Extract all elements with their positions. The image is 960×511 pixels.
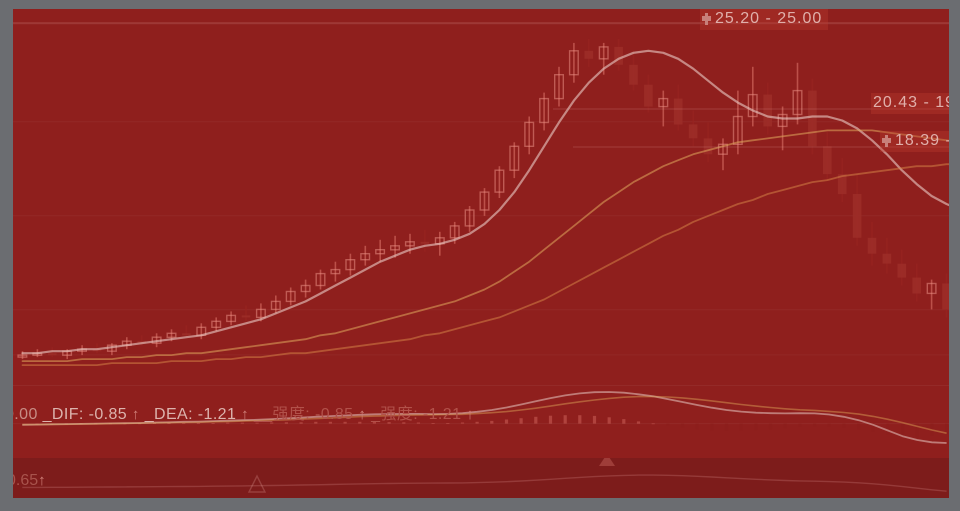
volume-value: 0.65: [13, 472, 39, 489]
macd-svg: [13, 391, 949, 444]
macd-readout: 0.00 _DIF: -0.85 ↑ _DEA: -1.21 ↑ __强度: -…: [13, 400, 474, 424]
macd-dif-label: _DIF:: [42, 406, 84, 423]
low-price-label: 18.39 - 1: [895, 132, 949, 149]
candlestick-svg: [13, 22, 949, 366]
pin-icon-low: [882, 135, 891, 147]
macd-dea-arrow: ↑: [241, 406, 250, 423]
macd-dea-value: -1.21: [197, 406, 237, 423]
strength-value-2: -1.21: [422, 406, 462, 423]
strength-label-1: __强度:: [253, 406, 311, 423]
volume-arrow: ↑: [38, 472, 46, 489]
strength-arrow-1: ↑: [358, 406, 367, 423]
strength-label-2: _强度:: [371, 406, 419, 423]
macd-dea-label: _DEA:: [144, 406, 193, 423]
chart-viewport[interactable]: 25.20 - 25.00 20.43 - 19 18.39 - 1 0.00 …: [13, 9, 949, 498]
macd-dif-value: -0.85: [88, 406, 128, 423]
mid-price-tag[interactable]: 20.43 - 19: [871, 93, 949, 114]
mid-price-label: 20.43 - 19: [873, 94, 949, 111]
volume-readout: 0.65↑: [13, 472, 46, 490]
macd-dif-arrow: ↑: [131, 406, 140, 423]
macd-pane[interactable]: 0.00 _DIF: -0.85 ↑ _DEA: -1.21 ↑ __强度: -…: [13, 385, 949, 459]
high-price-label: 25.20 - 25.00: [715, 10, 823, 27]
high-price-tag[interactable]: 25.20 - 25.00: [700, 9, 829, 30]
pin-icon: [702, 13, 711, 25]
strength-arrow-2: ↑: [466, 406, 475, 423]
strength-value-1: -0.85: [315, 406, 354, 423]
macd-zero-value: 0.00: [13, 406, 38, 423]
price-chart-pane[interactable]: 25.20 - 25.00 20.43 - 19 18.39 - 1: [13, 9, 949, 385]
low-price-tag[interactable]: 18.39 - 1: [880, 131, 949, 152]
volume-svg: [22, 458, 947, 493]
volume-pane[interactable]: 0.65↑: [13, 458, 949, 498]
